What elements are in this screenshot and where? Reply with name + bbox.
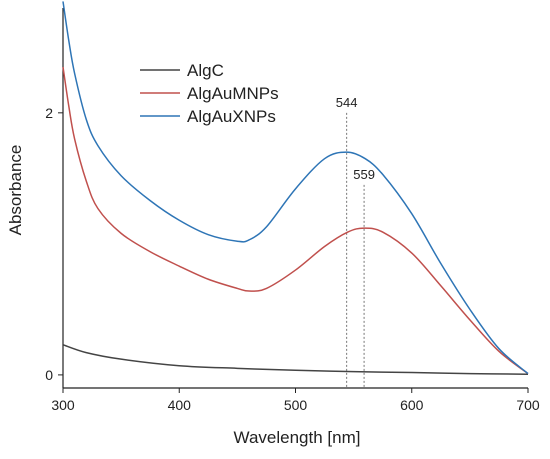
axis-layer: 300 400 500 600 700 0 2: [45, 105, 540, 413]
legend-label: AlgAuMNPs: [187, 84, 279, 103]
series-line-algauxnps: [62, 1, 529, 375]
y-tick-label: 2: [45, 105, 53, 121]
x-tick-label: 700: [516, 397, 540, 413]
series-line-algaumnps: [62, 66, 529, 375]
x-tick-label: 500: [284, 397, 308, 413]
y-tick-label: 0: [45, 367, 53, 383]
legend-label: AlgAuXNPs: [187, 107, 276, 126]
x-tick-label: 600: [400, 397, 424, 413]
legend: AlgC AlgAuMNPs AlgAuXNPs: [140, 61, 279, 126]
legend-label: AlgC: [187, 61, 224, 80]
x-tick-label: 300: [51, 397, 75, 413]
series-line-algc: [62, 344, 529, 375]
peak-label: 559: [353, 167, 375, 182]
x-axis-title: Wavelength [nm]: [234, 428, 361, 447]
peak-label: 544: [336, 95, 358, 110]
x-tick-label: 400: [168, 397, 192, 413]
annotation-layer: 544 559: [336, 95, 375, 388]
y-axis-title: Absorbance: [6, 145, 25, 236]
series-layer: [62, 1, 529, 375]
plot-frame: [62, 8, 528, 389]
